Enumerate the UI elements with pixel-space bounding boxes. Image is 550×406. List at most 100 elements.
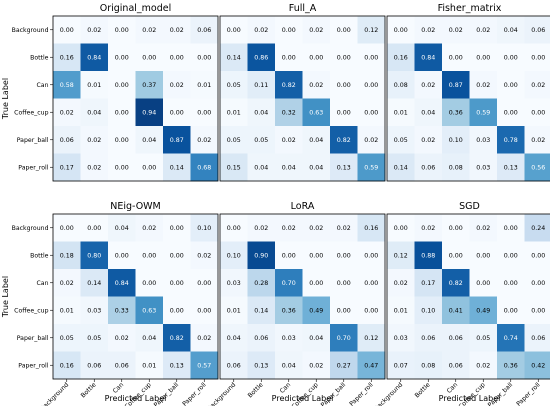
heatmap-cell bbox=[163, 43, 191, 72]
heatmap-cell bbox=[190, 269, 219, 297]
cell-value-label: 0.00 bbox=[142, 164, 156, 171]
cell-value-label: 0.00 bbox=[364, 307, 378, 314]
heatmap-cell bbox=[387, 214, 415, 242]
heatmap-cell bbox=[442, 296, 470, 325]
heatmap-cell bbox=[357, 241, 386, 270]
heatmap-cell bbox=[53, 16, 81, 44]
cell-value-label: 0.02 bbox=[60, 280, 74, 287]
heatmap-cell bbox=[247, 296, 276, 325]
cell-value-label: 0.00 bbox=[364, 109, 378, 116]
cell-value-label: 0.05 bbox=[60, 335, 74, 342]
cell-value-label: 0.02 bbox=[282, 137, 296, 144]
cell-value-label: 0.12 bbox=[394, 252, 408, 259]
heatmap-cell bbox=[497, 71, 525, 99]
panel-original-model: Original_model 0.00 0.02 0.00 0.02 0.02 0.06 0.… bbox=[12, 3, 219, 182]
cell-value-label: 0.02 bbox=[531, 82, 545, 89]
heatmap-cell bbox=[497, 269, 525, 297]
heatmap-cell bbox=[497, 43, 525, 72]
heatmap-cell bbox=[190, 71, 219, 99]
heatmap-cell bbox=[247, 269, 276, 297]
cell-value-label: 0.04 bbox=[254, 109, 268, 116]
heatmap-cell bbox=[497, 16, 525, 44]
cell-value-label: 0.01 bbox=[142, 362, 156, 369]
cell-value-label: 0.13 bbox=[170, 362, 184, 369]
cell-value-label: 0.57 bbox=[197, 362, 211, 369]
heatmap-cell bbox=[302, 269, 331, 297]
heatmap-cell bbox=[190, 214, 219, 242]
heatmap-cell bbox=[80, 214, 109, 242]
heatmap-cell bbox=[108, 351, 136, 380]
heatmap-cell bbox=[524, 16, 550, 44]
heatmap-cell bbox=[247, 153, 276, 182]
heatmap-cell bbox=[80, 269, 109, 297]
heatmap-cell bbox=[220, 43, 248, 72]
heatmap-cell bbox=[414, 296, 443, 325]
heatmap-cell bbox=[80, 351, 109, 380]
heatmap-cell bbox=[135, 269, 164, 297]
cell-value-label: 0.59 bbox=[364, 164, 378, 171]
heatmap-cell bbox=[357, 126, 386, 154]
panel-neig-owm: NEig-OWM 0.00 0.00 0.04 0.02 0.00 0.10 0.18 0.80… bbox=[12, 201, 219, 406]
heatmap-cell bbox=[53, 98, 81, 127]
heatmap-cell bbox=[53, 71, 81, 99]
heatmap-cell bbox=[247, 351, 276, 380]
cell-value-label: 0.63 bbox=[309, 109, 323, 116]
cell-value-label: 0.02 bbox=[309, 362, 323, 369]
heatmap-cell bbox=[497, 351, 525, 380]
cell-value-label: 0.14 bbox=[87, 280, 101, 287]
heatmap-cell bbox=[190, 324, 219, 352]
cell-value-label: 0.13 bbox=[254, 362, 268, 369]
cell-value-label: 0.00 bbox=[60, 225, 74, 232]
cell-value-label: 0.06 bbox=[254, 335, 268, 342]
cell-value-label: 0.00 bbox=[504, 225, 518, 232]
cell-value-label: 0.00 bbox=[364, 252, 378, 259]
heatmap-cell bbox=[497, 214, 525, 242]
heatmap-cell bbox=[108, 16, 136, 44]
y-tick-label: Background bbox=[12, 27, 49, 34]
heatmap-cell bbox=[387, 43, 415, 72]
cell-value-label: 0.10 bbox=[449, 137, 463, 144]
heatmap-cell bbox=[190, 296, 219, 325]
cell-value-label: 0.06 bbox=[531, 335, 545, 342]
heatmap-cell bbox=[220, 269, 248, 297]
heatmap-cell bbox=[330, 153, 358, 182]
panel-frame bbox=[386, 15, 550, 182]
heatmap-cell bbox=[135, 71, 164, 99]
heatmap-cell bbox=[190, 43, 219, 72]
cell-value-label: 0.03 bbox=[476, 164, 490, 171]
heatmap-cell bbox=[387, 324, 415, 352]
cell-value-label: 0.04 bbox=[254, 164, 268, 171]
heatmap-cell bbox=[80, 153, 109, 182]
heatmap-cell bbox=[190, 351, 219, 380]
cell-value-label: 0.00 bbox=[531, 109, 545, 116]
cell-value-label: 0.05 bbox=[87, 335, 101, 342]
heatmap-cell bbox=[469, 126, 498, 154]
cell-value-label: 0.00 bbox=[504, 307, 518, 314]
cell-value-label: 0.00 bbox=[531, 307, 545, 314]
cell-value-label: 0.05 bbox=[394, 137, 408, 144]
cell-value-label: 0.16 bbox=[394, 54, 408, 61]
heatmap-cell bbox=[220, 214, 248, 242]
y-axis-label-bottom: True Label bbox=[1, 276, 10, 318]
heatmap-cell bbox=[247, 241, 276, 270]
cell-value-label: 0.04 bbox=[421, 109, 435, 116]
y-tick-label: Paper_ball bbox=[17, 335, 49, 342]
cell-value-label: 0.06 bbox=[421, 164, 435, 171]
panel-lora: LoRA 0.00 0.02 0.02 0.02 0.02 0.16 0.10 0.90 0.00… bbox=[206, 201, 386, 406]
x-tick-label: Paper_roll bbox=[181, 381, 208, 406]
cell-value-label: 0.90 bbox=[254, 252, 268, 259]
heatmap-cell bbox=[275, 351, 303, 380]
panel-full-a: Full_A 0.00 0.02 0.00 0.02 0.00 0.12 0.14 0.86 0.… bbox=[219, 3, 386, 182]
cell-value-label: 0.00 bbox=[504, 82, 518, 89]
x-tick-label: Background bbox=[206, 381, 237, 406]
cell-value-label: 0.03 bbox=[282, 335, 296, 342]
cell-value-label: 0.02 bbox=[476, 27, 490, 34]
heatmap-cell bbox=[524, 71, 550, 99]
cell-value-label: 0.02 bbox=[60, 109, 74, 116]
panel-title: SGD bbox=[459, 201, 480, 212]
heatmap-cell bbox=[53, 269, 81, 297]
heatmap-cell bbox=[387, 296, 415, 325]
heatmap-cell bbox=[163, 71, 191, 99]
heatmap-cell bbox=[220, 153, 248, 182]
cell-value-label: 0.00 bbox=[337, 280, 351, 287]
